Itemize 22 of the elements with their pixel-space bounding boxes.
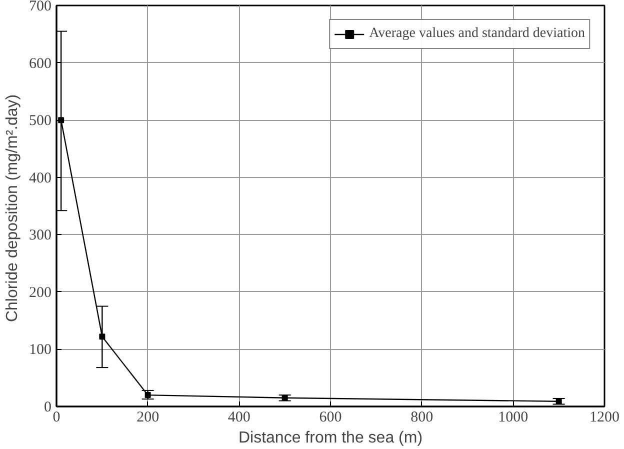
x-tick-label: 400 <box>228 410 250 426</box>
y-tick-label: 100 <box>29 342 52 358</box>
y-axis-title: Chloride deposition (mg/m².day) <box>4 94 21 322</box>
y-tick-label: 600 <box>29 56 52 72</box>
point <box>556 398 562 404</box>
y-tick-label: 500 <box>29 113 52 130</box>
point <box>99 334 106 340</box>
x-tick-label: 1000 <box>498 410 528 426</box>
legend-label: Average values and standard deviation <box>369 26 585 42</box>
y-tick-label: 0 <box>44 400 52 416</box>
x-tick-label: 800 <box>410 410 434 426</box>
x-tick-label: 200 <box>136 410 160 426</box>
y-tick-label: 700 <box>29 0 52 14</box>
point <box>282 394 288 401</box>
point <box>58 117 64 124</box>
y-tick-label: 300 <box>29 228 52 244</box>
y-tick-label: 400 <box>29 170 52 186</box>
x-tick-label: 1200 <box>590 410 620 426</box>
x-tick-label: 600 <box>319 410 342 426</box>
y-tick-label: 200 <box>29 284 52 301</box>
point <box>144 392 151 398</box>
x-axis-title: Distance from the sea (m) <box>238 430 423 446</box>
